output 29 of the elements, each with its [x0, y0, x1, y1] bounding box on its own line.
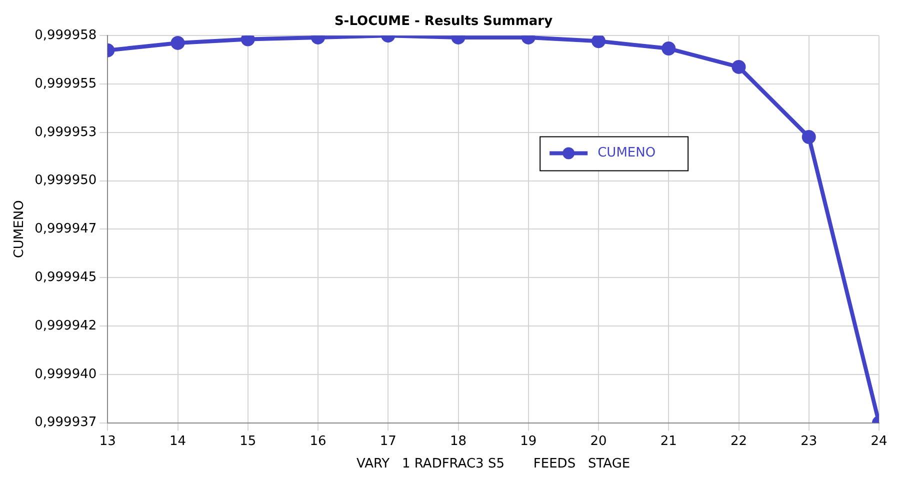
y-tick-label: 0,999945 [34, 270, 97, 285]
point [802, 130, 816, 144]
y-tick-label: 0,999947 [34, 222, 97, 237]
x-tick-label: 20 [590, 434, 607, 449]
x-tick-label: 23 [800, 434, 818, 449]
x-tick-label: 22 [730, 434, 748, 449]
y-tick-label: 0,999958 [34, 28, 97, 43]
y-tick-label: 0,999942 [34, 318, 97, 334]
y-tick-label: 0,999937 [34, 415, 97, 430]
x-tick-label: 17 [380, 434, 396, 449]
y-tick-label: 0,999940 [34, 366, 97, 382]
chart-title: S-LOCUME - Results Summary [334, 14, 554, 30]
y-tick-label: 0,999950 [34, 173, 97, 188]
x-tick-label: 15 [240, 434, 256, 449]
y-axis-title: CUMENO [12, 200, 28, 258]
x-tick-label: 24 [870, 434, 888, 449]
point [592, 36, 606, 48]
x-tick-label: 21 [660, 434, 677, 449]
x-tick-label: 18 [450, 434, 467, 449]
x-tick-label: 14 [169, 434, 186, 449]
point [732, 60, 746, 74]
point [662, 42, 676, 56]
x-axis-title: VARY 1 RADFRAC3 S5 FEEDS STAGE [356, 456, 630, 472]
x-tick-label: 13 [99, 434, 116, 449]
legend-label: CUMENO [598, 146, 656, 161]
x-tick-label: 16 [310, 434, 326, 449]
x-tick-label: 19 [520, 434, 537, 449]
y-tick-label: 0,999955 [34, 76, 97, 92]
y-tick-label: 0,999953 [34, 124, 97, 140]
